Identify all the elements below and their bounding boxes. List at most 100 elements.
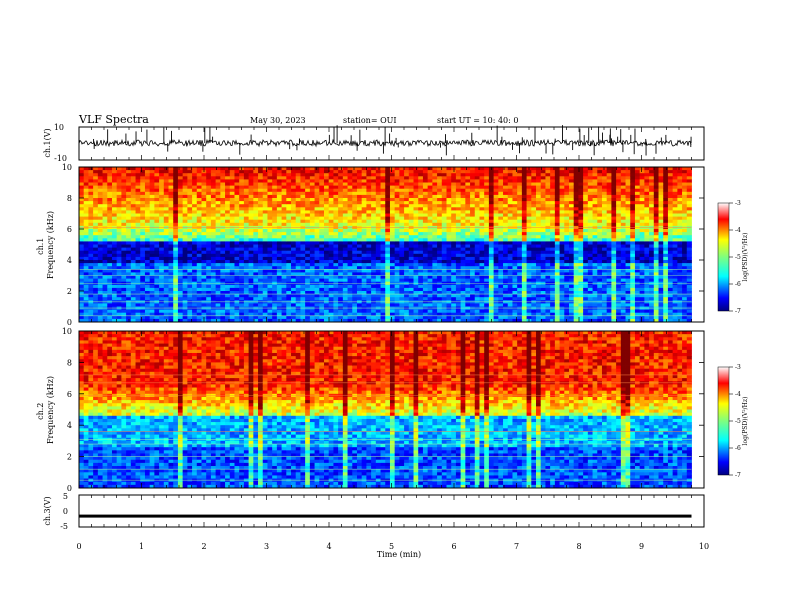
spec1-cell [121, 284, 127, 289]
spec1-cell [97, 266, 103, 270]
spec1-cell [215, 170, 221, 174]
spec1-cell [507, 176, 513, 180]
spec1-cell [375, 291, 381, 295]
spec1-cell [83, 275, 89, 279]
spec1-cell [333, 210, 339, 214]
spec1-cell [281, 229, 287, 233]
spec1-cell [361, 309, 367, 314]
spec1-cell [144, 275, 151, 279]
spec1-cell [116, 315, 122, 320]
spec1-cell [507, 291, 513, 295]
spec1-cell [437, 253, 443, 258]
spec1-cell [309, 272, 315, 276]
spec1-cell [455, 287, 462, 292]
spec1-cell [394, 194, 400, 199]
spec1-cell [342, 213, 348, 217]
spec1-cell [324, 213, 330, 217]
spec1-cell [262, 294, 268, 298]
spec1-cell [521, 266, 527, 270]
spec1-cell [248, 216, 254, 221]
spec1-cell [484, 284, 490, 289]
spec1-cell [507, 170, 513, 174]
spec1-cell [267, 269, 273, 273]
spec1-cell [168, 232, 174, 236]
spec1-cell [102, 232, 108, 236]
spec1-cell [243, 315, 250, 320]
spec1-cell [305, 275, 311, 279]
spec1-cell [399, 229, 405, 233]
spec1-cell [201, 219, 207, 224]
spec1-cell [291, 312, 297, 317]
spec1-cell [342, 266, 348, 270]
spec1-cell [149, 294, 155, 298]
spec1-cell [465, 250, 471, 255]
spec1-cell [512, 263, 518, 267]
spec1-cell [394, 256, 400, 261]
spec1-cell [149, 250, 155, 255]
spec1-cell [210, 207, 217, 211]
spec1-cell [517, 185, 523, 190]
spec1-cell [210, 188, 217, 193]
spec1-cell [470, 222, 476, 227]
spec1-cell [333, 266, 339, 270]
spec1-cell [451, 294, 457, 298]
spec1-cell [536, 284, 542, 289]
spec1-cell [437, 275, 443, 279]
spec1-cell [144, 250, 151, 255]
spec1-cell [291, 241, 297, 245]
spec1-cell [102, 260, 108, 264]
spec1-cell [347, 173, 353, 177]
spec1-cell [201, 176, 207, 180]
spec1-cell [159, 182, 165, 186]
spec1-cell [338, 216, 344, 221]
spec1-cell [276, 263, 282, 267]
spec1-cell [356, 315, 363, 320]
spec1-cell [399, 244, 405, 248]
spec1-cell [418, 229, 424, 233]
spec1-cell [267, 253, 273, 258]
spec1-cell [300, 263, 306, 267]
spec1-cell [526, 269, 532, 273]
spec1-cell [389, 176, 396, 180]
spec1-cell [177, 194, 184, 199]
spec1-cell [356, 318, 363, 323]
spec1-cell [220, 275, 226, 279]
spec1-cell [243, 216, 250, 221]
spec1-cell [427, 284, 433, 289]
spec1-cell [404, 222, 410, 227]
spec1-cell [239, 182, 245, 186]
spec1-cell [182, 213, 188, 217]
spec1-cell [258, 312, 264, 317]
spec1-cell [389, 179, 396, 183]
spec1-cell [196, 173, 202, 177]
spec1-cell [474, 275, 480, 279]
spec1-cell [488, 235, 495, 239]
spec1-cell [413, 235, 419, 239]
spec1-cell [399, 182, 405, 186]
spec1-cell [83, 266, 89, 270]
spec1-cell [531, 179, 537, 183]
spec1-cell [404, 284, 410, 289]
spec1-cell [488, 247, 495, 252]
spec1-cell [93, 194, 99, 199]
spec1-cell [163, 213, 169, 217]
spec1-cell [201, 173, 207, 177]
spec1-cell [314, 173, 320, 177]
spec1-cell [342, 318, 348, 323]
spec1-cell [272, 182, 278, 186]
spec1-cell [163, 312, 169, 317]
spec1-cell [503, 315, 509, 320]
spec1-cell [479, 213, 485, 217]
spec1-cell [192, 272, 198, 276]
spec1-cell [154, 318, 160, 323]
spec1-cell [333, 256, 339, 261]
spec1-cell [309, 173, 315, 177]
spec1-cell [328, 173, 334, 177]
spec1-cell [144, 247, 151, 252]
spec1-cell [437, 188, 443, 193]
spec1-cell [206, 238, 212, 242]
spec1-cell [154, 235, 160, 239]
spec1-cell [474, 170, 480, 174]
spec1-cell [286, 303, 292, 307]
spec1-cell [441, 176, 447, 180]
